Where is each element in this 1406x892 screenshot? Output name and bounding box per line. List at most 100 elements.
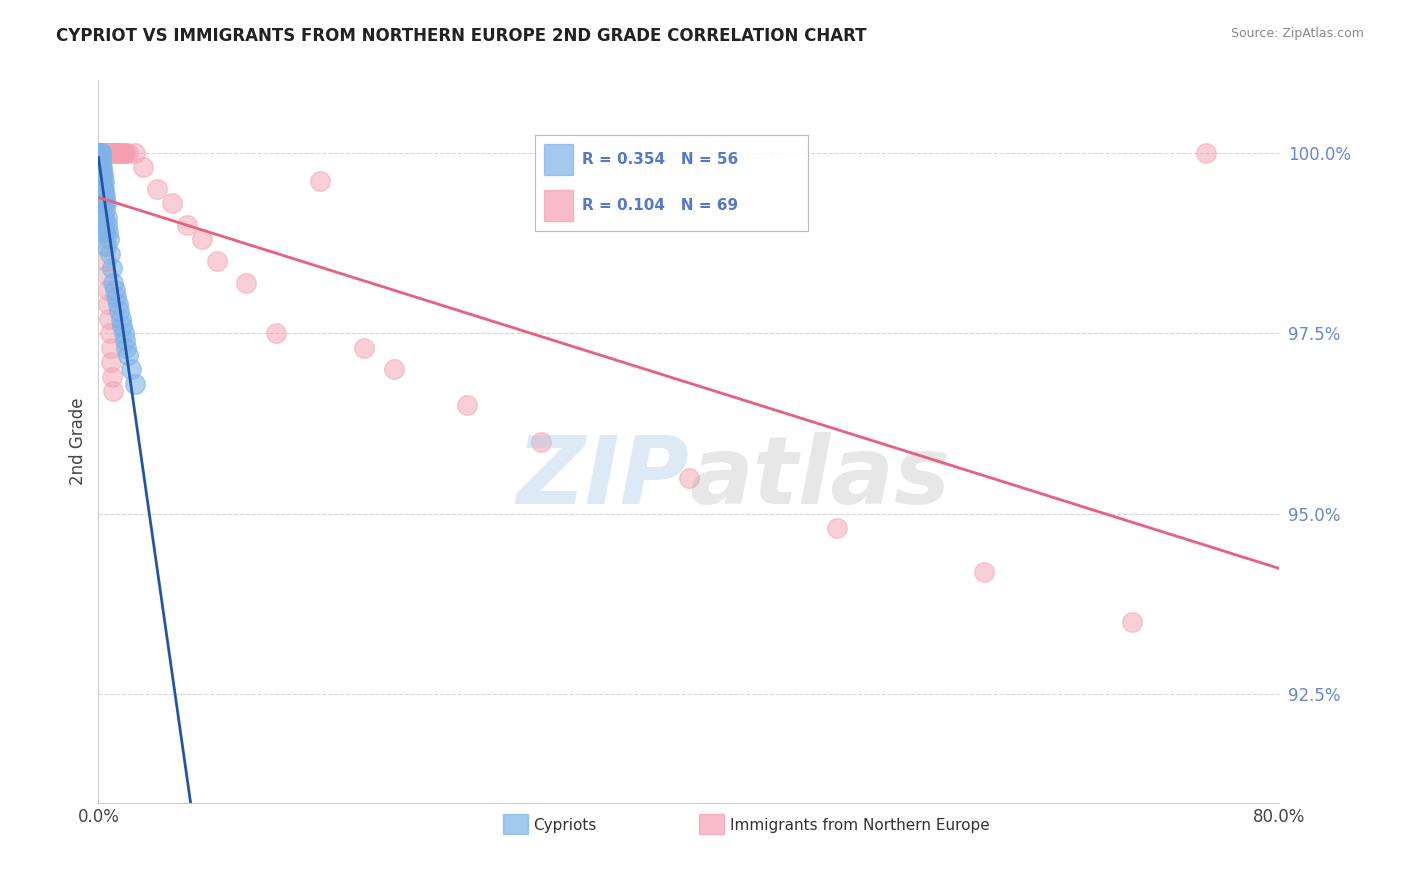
Point bbox=[132, 160, 155, 174]
Point bbox=[100, 261, 122, 276]
Point bbox=[94, 253, 117, 268]
Point bbox=[96, 145, 118, 160]
Point bbox=[90, 145, 112, 160]
Point bbox=[89, 145, 111, 160]
Point bbox=[103, 145, 125, 160]
Point bbox=[96, 211, 118, 225]
Point bbox=[94, 145, 117, 160]
Point bbox=[120, 362, 142, 376]
Point bbox=[353, 341, 375, 355]
Point bbox=[91, 182, 114, 196]
Point bbox=[90, 167, 112, 181]
Point bbox=[93, 189, 115, 203]
Bar bbox=[544, 145, 574, 176]
Point bbox=[89, 153, 111, 167]
Point bbox=[94, 196, 117, 211]
Point bbox=[89, 153, 111, 167]
Point bbox=[91, 211, 114, 225]
Point bbox=[107, 145, 129, 160]
Point bbox=[93, 182, 115, 196]
Point bbox=[124, 376, 146, 391]
Text: ZIP: ZIP bbox=[516, 432, 689, 524]
Point bbox=[146, 182, 169, 196]
Point bbox=[110, 311, 132, 326]
Point bbox=[104, 283, 127, 297]
Y-axis label: 2nd Grade: 2nd Grade bbox=[69, 398, 87, 485]
Point bbox=[191, 232, 214, 246]
Point bbox=[98, 246, 121, 260]
Point bbox=[89, 182, 111, 196]
Point bbox=[205, 253, 228, 268]
Point bbox=[90, 145, 112, 160]
Point bbox=[90, 160, 112, 174]
Point bbox=[100, 145, 122, 160]
Point bbox=[105, 290, 128, 304]
Point bbox=[90, 145, 112, 160]
Text: Immigrants from Northern Europe: Immigrants from Northern Europe bbox=[730, 819, 990, 833]
Point bbox=[89, 145, 111, 160]
Point bbox=[89, 145, 111, 160]
Point bbox=[89, 145, 111, 160]
Point bbox=[96, 268, 118, 283]
Point bbox=[91, 167, 114, 181]
Point bbox=[108, 145, 131, 160]
Point bbox=[91, 145, 114, 160]
Point bbox=[90, 145, 112, 160]
Point bbox=[90, 153, 112, 167]
Point bbox=[91, 182, 114, 196]
Point bbox=[94, 239, 117, 253]
Point bbox=[678, 471, 700, 485]
Point bbox=[101, 369, 124, 384]
Point bbox=[97, 225, 120, 239]
Point bbox=[89, 145, 111, 160]
Text: Cypriots: Cypriots bbox=[534, 819, 598, 833]
Text: CYPRIOT VS IMMIGRANTS FROM NORTHERN EUROPE 2ND GRADE CORRELATION CHART: CYPRIOT VS IMMIGRANTS FROM NORTHERN EURO… bbox=[56, 27, 866, 45]
Point bbox=[96, 145, 118, 160]
Point bbox=[90, 174, 112, 188]
Point bbox=[93, 174, 115, 188]
Point bbox=[89, 145, 111, 160]
Point bbox=[382, 362, 405, 376]
Point bbox=[98, 311, 121, 326]
Text: atlas: atlas bbox=[689, 432, 950, 524]
Point bbox=[94, 203, 117, 218]
Point bbox=[97, 232, 120, 246]
Point bbox=[93, 145, 115, 160]
Point bbox=[91, 196, 114, 211]
Point bbox=[91, 167, 114, 181]
Point bbox=[89, 160, 111, 174]
Point bbox=[91, 174, 114, 188]
Point bbox=[235, 276, 257, 290]
Point bbox=[98, 145, 121, 160]
Point bbox=[90, 160, 112, 174]
Point bbox=[112, 326, 135, 341]
Point bbox=[94, 145, 117, 160]
Point bbox=[98, 326, 121, 341]
Point bbox=[162, 196, 183, 211]
Point bbox=[457, 398, 479, 412]
Point bbox=[309, 174, 332, 188]
Point bbox=[94, 239, 117, 253]
Point bbox=[97, 145, 120, 160]
Point bbox=[110, 145, 132, 160]
Point bbox=[124, 145, 146, 160]
Point bbox=[530, 434, 553, 449]
Point bbox=[97, 297, 120, 311]
Point bbox=[117, 145, 139, 160]
Point bbox=[176, 218, 198, 232]
Point bbox=[90, 196, 112, 211]
Point bbox=[108, 304, 131, 318]
Point bbox=[89, 153, 111, 167]
Point bbox=[89, 167, 111, 181]
Point bbox=[90, 174, 112, 188]
Point bbox=[111, 318, 134, 333]
Point bbox=[104, 145, 127, 160]
Point bbox=[89, 145, 111, 160]
Point bbox=[101, 384, 124, 398]
Point bbox=[91, 145, 114, 160]
Point bbox=[1121, 615, 1143, 630]
Point bbox=[112, 145, 135, 160]
Point bbox=[93, 196, 115, 211]
Point bbox=[93, 211, 115, 225]
Point bbox=[96, 218, 118, 232]
